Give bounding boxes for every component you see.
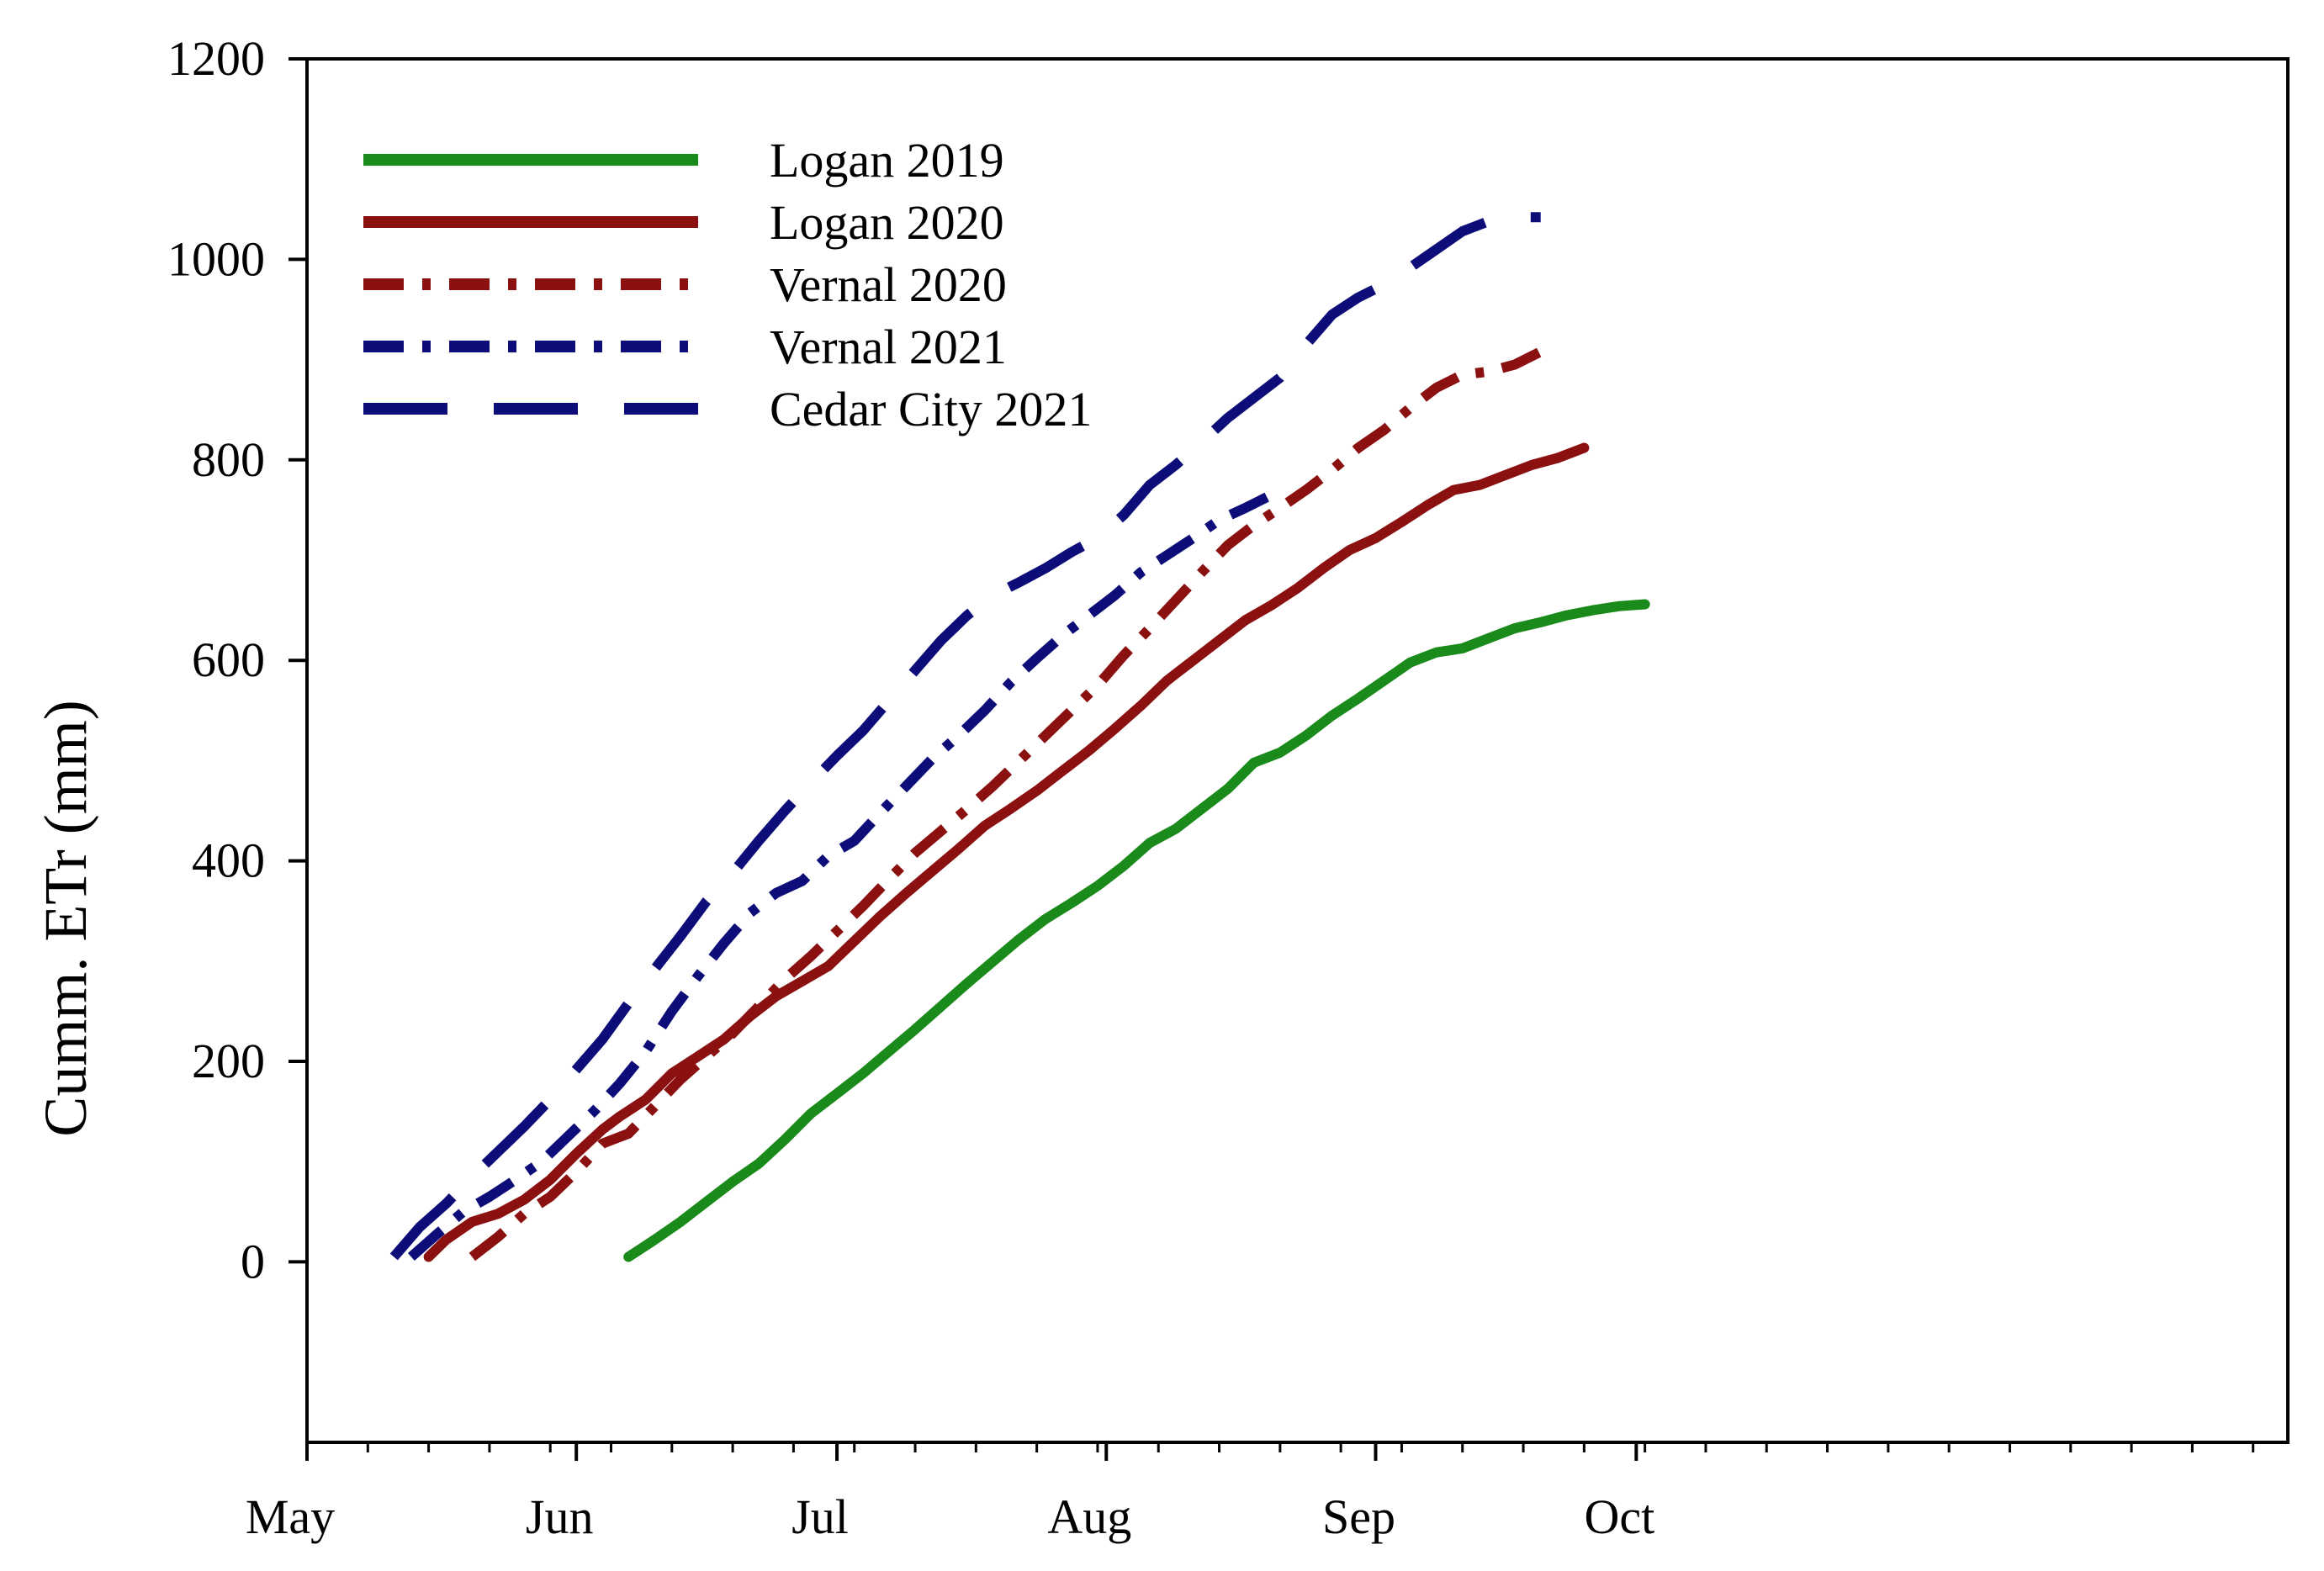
y-tick-label: 400: [192, 833, 265, 888]
legend-label-0: Logan 2019: [770, 133, 1004, 188]
series-line-3: [407, 490, 1274, 1261]
y-axis-title: Cumm. ETr (mm): [32, 700, 99, 1136]
y-tick-label: 800: [192, 432, 265, 487]
x-tick-label: Aug: [1047, 1489, 1131, 1544]
y-tick-label: 600: [192, 632, 265, 687]
legend-label-4: Cedar City 2021: [770, 382, 1092, 436]
x-tick-label: Sep: [1322, 1489, 1395, 1544]
series-line-4: [389, 212, 1541, 1261]
y-tick-label: 1200: [167, 31, 265, 86]
series-layer: [389, 212, 1650, 1262]
y-tick-label: 1000: [167, 231, 265, 286]
plot-frame: [305, 57, 2290, 1444]
series-line-2: [469, 346, 1543, 1262]
legend-label-2: Vernal 2020: [770, 257, 1007, 312]
x-tick-label: May: [246, 1489, 335, 1544]
x-tick-label: Jul: [791, 1489, 849, 1544]
x-axis: May Jun Jul Aug Sep Oct: [246, 1442, 2255, 1544]
x-tick-label: Jun: [526, 1489, 594, 1544]
legend: Logan 2019 Logan 2020 Vernal 2020 Vernal 20…: [363, 133, 1092, 436]
x-tick-label: Oct: [1584, 1489, 1654, 1544]
y-tick-label: 200: [192, 1034, 265, 1088]
y-tick-label: 0: [241, 1234, 265, 1288]
series-line-1: [423, 442, 1590, 1262]
y-axis: 0 200 400 600 800 1000 1200: [167, 31, 307, 1288]
series-line-0: [623, 599, 1650, 1262]
legend-label-3: Vernal 2021: [770, 320, 1007, 374]
legend-label-1: Logan 2020: [770, 195, 1004, 250]
